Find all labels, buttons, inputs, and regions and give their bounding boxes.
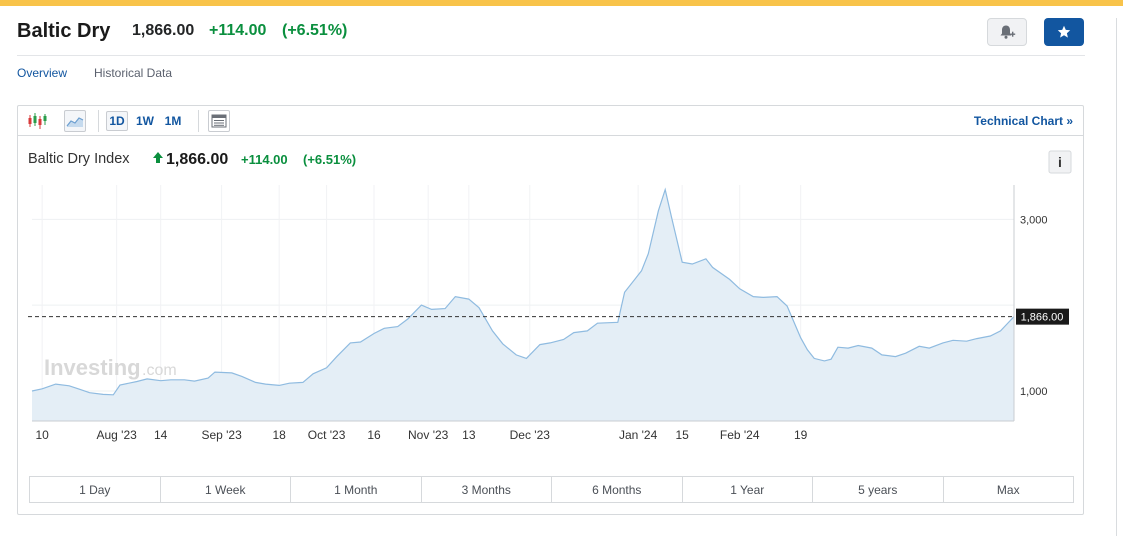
technical-chart-link[interactable]: Technical Chart » [973,114,1073,128]
interval-1m-button[interactable]: 1M [164,114,182,128]
x-tick-label: Nov '23 [408,428,449,442]
legend-title: Baltic Dry Index [28,151,130,167]
area-chart-icon[interactable] [64,110,86,132]
range-max-button[interactable]: Max [996,482,1020,497]
chart-panel: 1D 1W 1M Technical Chart » Baltic Dry In… [17,105,1084,515]
info-icon: i [1058,154,1062,170]
series-area [32,189,1014,421]
range-3-months-button[interactable]: 3 Months [422,477,552,502]
x-tick-label: 10 [35,428,49,442]
top-accent-bar [0,0,1123,6]
x-tick-label: 16 [367,428,381,442]
time-range-selector: 1 Day 1 Week 1 Month 3 Months 6 Months 1… [29,476,1074,503]
create-alert-button[interactable] [987,18,1027,46]
add-to-watchlist-button[interactable] [1044,18,1084,46]
x-tick-label: Oct '23 [308,428,346,442]
x-tick-label: Feb '24 [720,428,760,442]
series-line [31,187,1015,396]
bell-plus-icon [1000,25,1016,39]
instrument-header: Baltic Dry 1,866.00 +114.00 (+6.51%) [17,18,1085,56]
interval-1w-button[interactable]: 1W [136,114,154,128]
instrument-price: 1,866.00 [132,22,195,39]
range-1-week-button[interactable]: 1 Week [161,477,291,502]
legend-price: 1,866.00 [166,151,228,168]
last-value-label: 1,866.00 [1021,312,1064,324]
x-tick-label: 15 [675,428,689,442]
range-6-months-button[interactable]: 6 Months [552,477,683,502]
interval-1d-button[interactable]: 1D [106,111,128,131]
candlestick-icon[interactable] [26,110,48,132]
y-tick-label: 3,000 [1020,214,1048,226]
range-1-month-button[interactable]: 1 Month [291,477,422,502]
instrument-change-percent: (+6.51%) [282,22,348,39]
range-1-day-button[interactable]: 1 Day [30,477,161,502]
toolbar-divider [198,110,199,132]
chart-area[interactable]: Baltic Dry Index 1,866.00 +114.00 (+6.51%) i… [18,137,1083,477]
y-tick-label: 1,000 [1020,386,1048,398]
x-tick-label: Dec '23 [510,428,551,442]
chart-toolbar: 1D 1W 1M Technical Chart » [18,106,1083,136]
toolbar-divider [98,110,99,132]
instrument-title: Baltic Dry [17,20,111,42]
info-button[interactable] [1048,150,1072,174]
x-tick-label: Sep '23 [201,428,242,442]
up-arrow-icon [153,152,163,163]
range-1-year-button[interactable]: 1 Year [683,477,813,502]
x-tick-label: 13 [462,428,476,442]
tab-historical-data[interactable]: Historical Data [94,66,173,80]
range-5-years-button[interactable]: 5 years [813,477,944,502]
instrument-change: +114.00 [209,22,267,39]
tab-overview[interactable]: Overview [17,66,68,80]
side-panel-edge [1116,18,1123,536]
x-tick-label: 18 [273,428,287,442]
star-icon [1057,25,1071,38]
table-icon[interactable] [208,110,230,132]
watermark-brand: Investing [44,355,141,380]
x-tick-label: 19 [794,428,808,442]
last-value-badge [1016,308,1069,325]
x-tick-label: 14 [154,428,168,442]
legend-change: +114.00 [241,152,288,167]
x-tick-label: Jan '24 [619,428,658,442]
legend-change-percent: (+6.51%) [303,152,356,167]
watermark-suffix: .com [142,362,177,379]
x-tick-label: Aug '23 [96,428,137,442]
